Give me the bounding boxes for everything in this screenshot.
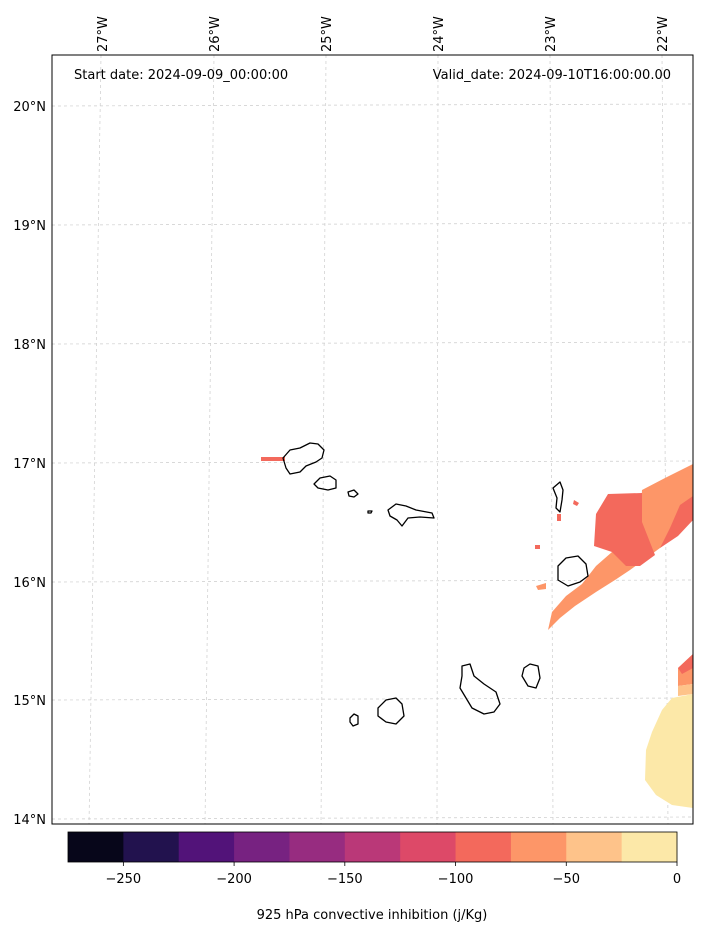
cin-field-south-peach: [678, 684, 693, 696]
gridline-15n: [51, 697, 694, 701]
colorbar-tick-label: −100: [438, 872, 474, 887]
cin-field-red-east: [660, 496, 693, 548]
gridline-20n: [51, 103, 694, 107]
gridline-18n: [51, 341, 694, 345]
colorbar-tick-label: 0: [673, 872, 681, 887]
lat-label-20n: 20°N: [13, 100, 46, 115]
island-branco: [367, 510, 373, 514]
cin-field-orange-bits: [536, 583, 546, 590]
colorbar-tick-label: −250: [106, 872, 142, 887]
colorbar-segment: [68, 832, 124, 862]
island-santo-antao: [282, 442, 325, 475]
lat-label-17n: 17°N: [13, 457, 46, 472]
gridline-25w: [320, 54, 327, 825]
colorbar-segment: [234, 832, 290, 862]
island-sal: [552, 481, 564, 513]
latitude-labels: 20°N 19°N 18°N 17°N 16°N 15°N 14°N: [13, 100, 46, 828]
gridline-17n: [51, 460, 694, 464]
lon-label-22w: 22°W: [656, 16, 671, 52]
gridline-22w: [661, 54, 669, 825]
island-boa-vista: [557, 555, 589, 587]
colorbar-segment: [510, 832, 567, 862]
colorbar: −250 −200 −150 −100 −50 0 925 hPa convec…: [67, 831, 682, 923]
colorbar-ticks: [122, 862, 678, 866]
map-panel: Start date: 2024-09-09_00:00:00 Valid_da…: [13, 16, 694, 828]
longitude-labels: 27°W 26°W 25°W 24°W 23°W 22°W: [96, 16, 671, 52]
coastlines: [282, 442, 589, 727]
valid-date-label: Valid_date: 2024-09-10T16:00:00.00: [433, 68, 671, 83]
lon-label-24w: 24°W: [432, 16, 447, 52]
colorbar-tick-label: −150: [327, 872, 363, 887]
map-frame: [51, 54, 694, 825]
colorbar-label: 925 hPa convective inhibition (j/Kg): [257, 908, 488, 923]
island-sao-vicente: [313, 475, 337, 491]
colorbar-tick-label: −200: [216, 872, 252, 887]
island-santa-luzia: [347, 489, 359, 498]
gridline-19n: [51, 222, 694, 226]
gridline-26w: [204, 54, 215, 825]
island-sao-nicolau: [387, 503, 435, 527]
colorbar-tick-labels: −250 −200 −150 −100 −50 0: [106, 872, 682, 887]
lon-label-26w: 26°W: [208, 16, 223, 52]
lat-label-19n: 19°N: [13, 219, 46, 234]
colorbar-segment: [400, 832, 457, 862]
colorbar-segment: [621, 832, 678, 862]
colorbar-segment: [289, 832, 346, 862]
cin-field-red-bits-2: [535, 545, 540, 549]
cin-field-red-bits-1: [573, 500, 579, 506]
island-brava: [349, 713, 359, 727]
cin-field-red-core: [594, 493, 655, 566]
lat-label-14n: 14°N: [13, 813, 46, 828]
colorbar-frame: [67, 831, 678, 863]
cin-field-south-yellow: [645, 694, 693, 808]
cin-field-south-red: [678, 654, 693, 674]
lon-label-25w: 25°W: [320, 16, 335, 52]
start-date-label: Start date: 2024-09-09_00:00:00: [74, 68, 288, 83]
lat-label-15n: 15°N: [13, 694, 46, 709]
map-background: [52, 55, 693, 824]
cin-field-red-bits-3: [557, 514, 561, 521]
gridlines: [51, 54, 694, 825]
colorbar-segment: [344, 832, 401, 862]
island-fogo: [377, 697, 405, 725]
cin-fields: [261, 457, 693, 808]
colorbar-tick-label: −50: [553, 872, 580, 887]
island-santiago: [459, 663, 501, 715]
island-maio: [521, 663, 541, 689]
cin-field-salmon-small: [261, 457, 285, 461]
lon-label-23w: 23°W: [544, 16, 559, 52]
lat-label-18n: 18°N: [13, 338, 46, 353]
colorbar-segment: [178, 832, 235, 862]
lat-label-16n: 16°N: [13, 576, 46, 591]
colorbar-segment: [566, 832, 623, 862]
lon-label-27w: 27°W: [96, 16, 111, 52]
colorbar-segment: [455, 832, 512, 862]
gridline-24w: [436, 54, 439, 825]
colorbar-segments: [68, 832, 678, 862]
gridline-23w: [549, 54, 554, 825]
gridline-27w: [88, 54, 102, 825]
gridline-14n: [51, 816, 694, 820]
colorbar-segment: [123, 832, 180, 862]
